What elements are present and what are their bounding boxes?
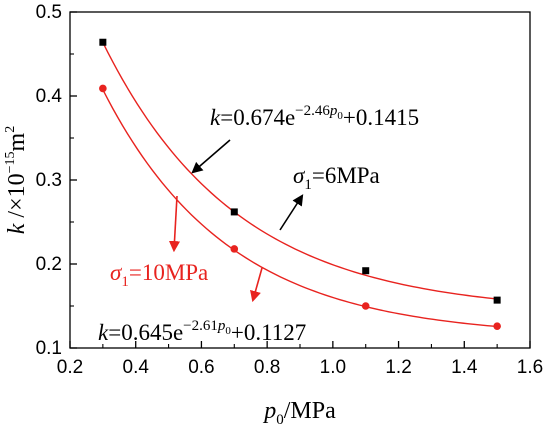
eq2-k: k [98,320,109,345]
y-axis-unit: /×10 [4,173,30,223]
fit-curve-series-1 [102,89,498,328]
y-axis-label: k /×10−15m2 [3,126,30,234]
y-axis-exp2: 2 [3,126,18,133]
x-axis-ticks: 0.2 0.4 0.6 0.8 1.0 1.2 1.4 1.6 [57,341,543,378]
y-axis-exp: −15 [3,151,18,173]
y-axis-var: k [4,223,30,234]
eq2-mid: =0.645e [108,320,183,345]
fit-curve-series-0 [102,42,498,300]
eq1-p: p [329,103,338,119]
data-point-series-1 [230,245,239,253]
eq1-k: k [210,105,221,130]
series-label-6mpa: σ1=6MPa [293,163,380,193]
sigma1-sub: 1 [304,177,312,193]
eq2-arrow [250,267,263,303]
x-axis-unit: /MPa [284,398,336,424]
y-axis-unit2: m [4,132,30,151]
sigma-10mpa-arrow [168,195,181,253]
eq1-sub: 0 [337,110,343,122]
x-tick-label: 0.2 [57,357,83,378]
y-axis-ticks: 0.1 0.2 0.3 0.4 0.5 [36,2,77,359]
data-point-series-1 [361,302,370,310]
y-tick-label: 0.4 [36,86,63,107]
x-tick-label: 0.4 [123,357,150,378]
x-tick-label: 1.6 [517,357,543,378]
data-point-series-1 [493,322,501,330]
fit-curves [102,42,498,328]
eq2-exp: −2.61 [183,318,218,334]
x-axis-sub: 0 [276,412,284,428]
fit-equation-6mpa: k=0.674e−2.46p0+0.1415 [210,103,419,130]
x-tick-label: 0.6 [188,357,214,378]
data-point-series-0 [99,38,107,46]
y-tick-label: 0.1 [36,338,62,359]
eq1-mid: =0.674e [220,105,295,130]
eq1-tail: +0.1415 [343,105,419,130]
x-tick-label: 1.0 [320,357,346,378]
eq1-exp: −2.46 [295,103,330,119]
sigma1-tail: =6MPa [312,163,380,188]
y-tick-label: 0.3 [36,170,62,191]
eq2-p: p [217,318,226,334]
sigma2-tail: =10MPa [129,260,208,285]
data-points [99,38,501,330]
data-point-series-0 [230,208,238,216]
x-tick-label: 0.8 [254,357,280,378]
x-tick-label: 1.2 [385,357,411,378]
sigma2-sub: 1 [121,274,129,290]
series-label-10mpa: σ1=10MPa [110,260,208,290]
sigma-6mpa-arrow [279,194,304,231]
eq2-sub: 0 [225,325,231,337]
x-axis-label: p0/MPa [262,398,336,428]
y-tick-label: 0.5 [36,2,62,23]
data-point-series-0 [362,267,370,275]
sigma2-sym: σ [110,260,123,285]
eq2-tail: +0.1127 [231,320,306,345]
fit-equation-10mpa: k=0.645e−2.61p0+0.1127 [98,318,306,345]
y-tick-label: 0.2 [36,254,62,275]
sigma1-sym: σ [293,163,306,188]
x-tick-label: 1.4 [451,357,478,378]
data-point-series-0 [493,296,501,304]
data-point-series-1 [99,84,107,93]
eq1-arrow [191,139,231,174]
x-axis-var: p [262,398,276,424]
